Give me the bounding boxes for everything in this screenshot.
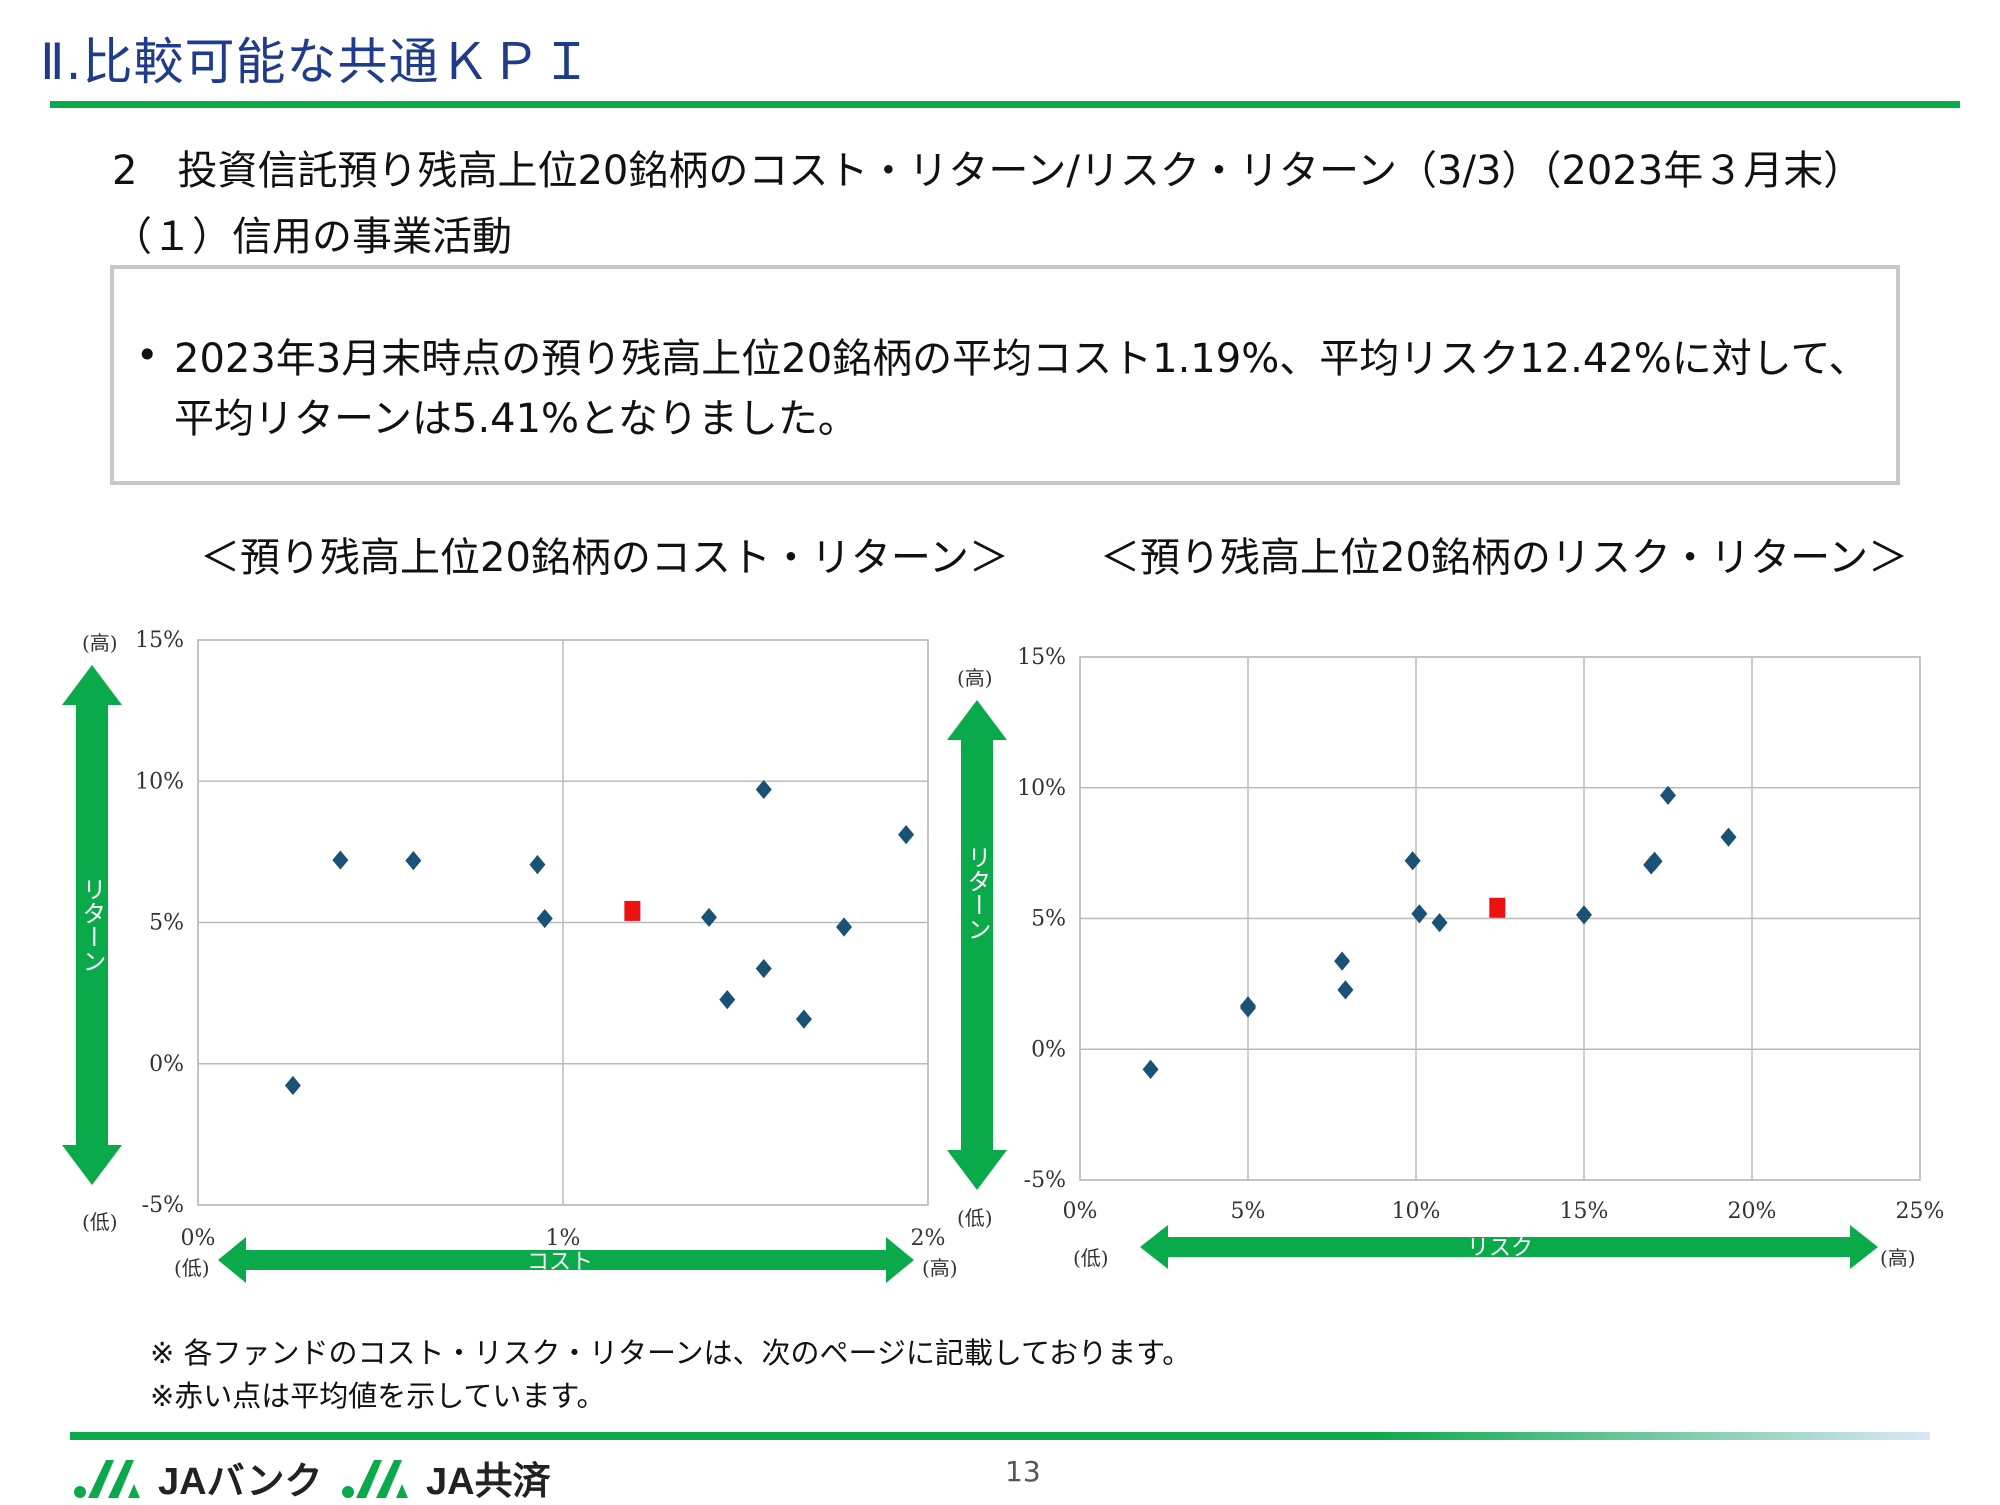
risk-axis-label: リスク: [1467, 1236, 1533, 1261]
summary-text: 2023年3月末時点の預り残高上位20銘柄の平均コスト1.19%、平均リスク12…: [174, 336, 1869, 442]
data-point: [1431, 913, 1448, 933]
data-point: [1240, 996, 1256, 1016]
bullet-icon: •: [136, 333, 159, 377]
y-tick-label: 15%: [135, 628, 184, 653]
y-tick-label: 10%: [1017, 776, 1066, 801]
risk-low-label: (低): [1073, 1246, 1109, 1270]
return-axis-arrow: [62, 665, 122, 1185]
data-point: [405, 851, 422, 871]
x-tick-label: 20%: [1728, 1199, 1777, 1224]
data-point: [1142, 1059, 1159, 1079]
data-point: [536, 908, 553, 929]
risk-high-label: (高): [1880, 1246, 1916, 1270]
x-tick-label: 0%: [1063, 1199, 1098, 1224]
data-point: [332, 850, 349, 870]
y-tick-label: 10%: [135, 769, 184, 794]
x-tick-label: 10%: [1392, 1199, 1441, 1224]
data-point: [1576, 905, 1592, 925]
data-point: [1337, 980, 1354, 1000]
return-high-label: (高): [957, 666, 993, 690]
ja-logo-icon: [74, 1459, 140, 1498]
y-tick-label: 5%: [1031, 907, 1066, 932]
data-point: [284, 1075, 301, 1096]
ja-logo-icon: [342, 1459, 408, 1498]
return-high-label: (高): [82, 631, 118, 655]
x-tick-label: 0%: [181, 1226, 216, 1251]
cost-axis-label: コスト: [527, 1250, 593, 1275]
data-point: [795, 1009, 812, 1029]
x-tick-label: 15%: [1560, 1199, 1609, 1224]
footer-divider: [70, 1432, 1930, 1440]
x-tick-label: 2%: [911, 1226, 946, 1251]
ja-kyosai-logo: JA共済: [340, 1450, 551, 1505]
ja-bank-logo: JAバンク: [72, 1450, 322, 1505]
average-point: [624, 900, 641, 921]
return-low-label: (低): [957, 1206, 993, 1230]
data-point: [1334, 951, 1351, 971]
footnote: ※ 各ファンドのコスト・リスク・リターンは、次のページに記載しております。: [150, 1336, 1192, 1370]
cost-return-chart-title: ＜預り残高上位20銘柄のコスト・リターン＞: [200, 535, 1009, 581]
data-point: [1646, 851, 1663, 871]
footnote: ※赤い点は平均値を示しています。: [150, 1379, 606, 1413]
return-low-label: (低): [82, 1210, 118, 1234]
title-divider: [50, 101, 1960, 108]
data-point: [529, 854, 546, 875]
data-point: [1404, 851, 1421, 871]
data-point: [836, 917, 853, 937]
y-tick-label: 5%: [149, 911, 184, 936]
data-point: [701, 907, 717, 928]
risk-axis-arrow: [1140, 1225, 1878, 1269]
y-tick-label: 0%: [1031, 1037, 1066, 1062]
x-tick-label: 25%: [1896, 1199, 1945, 1224]
sub-heading: （１）信用の事業活動: [112, 214, 512, 260]
section-heading: 2 投資信託預り残高上位20銘柄のコスト・リターン/リスク・リターン（3/3）（…: [112, 148, 1864, 194]
data-point: [755, 958, 772, 979]
ja-bank-logo-text: JAバンク: [158, 1461, 323, 1503]
data-point: [1411, 904, 1428, 924]
return-axis-label: リターン: [78, 877, 106, 973]
ja-kyosai-logo-text: JA共済: [426, 1461, 551, 1503]
data-point: [755, 779, 772, 800]
x-tick-label: 1%: [546, 1226, 581, 1251]
cost-axis-arrow: [218, 1237, 914, 1283]
y-tick-label: 15%: [1017, 645, 1066, 670]
y-tick-label: 0%: [149, 1052, 184, 1077]
average-point: [1489, 897, 1506, 918]
cost-high-label: (高): [922, 1256, 958, 1280]
footnotes: ※ 各ファンドのコスト・リスク・リターンは、次のページに記載しております。 ※赤…: [150, 1332, 1191, 1418]
data-point: [719, 990, 736, 1010]
y-tick-label: -5%: [142, 1193, 184, 1218]
x-tick-label: 5%: [1231, 1199, 1266, 1224]
summary-box: • 2023年3月末時点の預り残高上位20銘柄の平均コスト1.19%、平均リスク…: [110, 265, 1900, 485]
risk-return-chart: -5% 0% 5% 10% 15% 0% 5% 10% 15% 20% 25% リターン (高) (…: [947, 645, 1945, 1270]
cost-low-label: (低): [174, 1256, 210, 1280]
return-axis-arrow: [947, 700, 1007, 1190]
return-axis-label: リターン: [963, 845, 991, 941]
page-title: Ⅱ.比較可能な共通ＫＰＩ: [40, 33, 593, 91]
y-tick-label: -5%: [1024, 1168, 1066, 1193]
data-point: [1660, 785, 1676, 805]
cost-return-chart: -5% 0% 5% 10% 15% 0% 1% 2% リターン (高) (低) コスト (低)…: [62, 628, 958, 1283]
risk-return-chart-title: ＜預り残高上位20銘柄のリスク・リターン＞: [1100, 535, 1909, 581]
page-number: 13: [1005, 1455, 1041, 1488]
